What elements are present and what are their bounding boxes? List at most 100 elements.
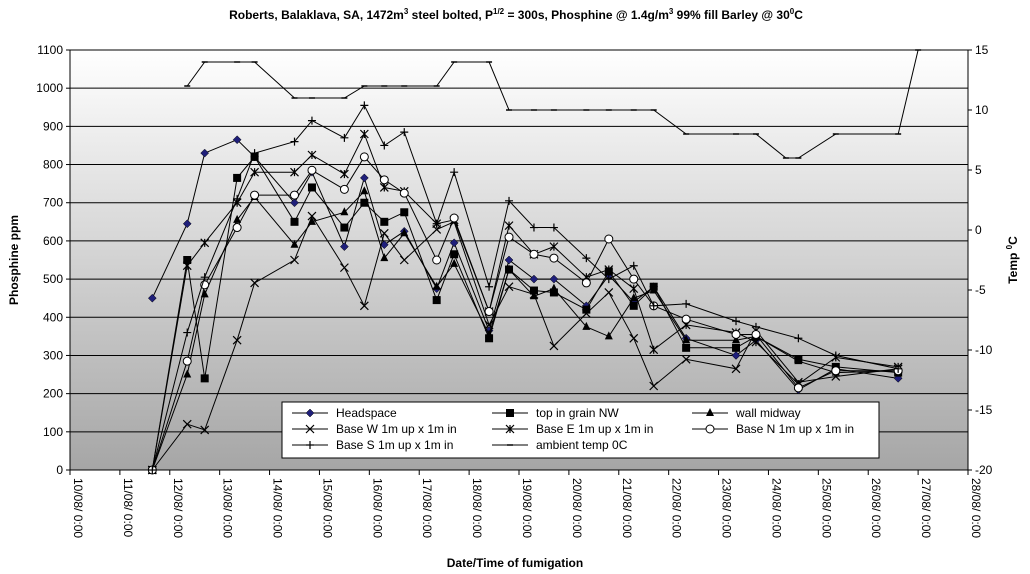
- data-point-marker: [751, 322, 760, 331]
- x-tick-label: 13/08/ 0:00: [221, 478, 235, 538]
- x-tick-label: 26/08/ 0:00: [869, 478, 883, 538]
- data-point-marker: [549, 223, 558, 232]
- data-point-marker: [549, 242, 559, 252]
- y-tick-label: 500: [43, 272, 63, 286]
- data-point-marker: [233, 214, 242, 223]
- data-point-marker: [183, 256, 192, 264]
- data-point-marker: [794, 334, 803, 343]
- x-tick-label: 16/08/ 0:00: [370, 478, 384, 538]
- data-point-marker: [582, 305, 591, 314]
- data-point-marker: [549, 288, 558, 297]
- data-point-marker: [732, 343, 741, 352]
- data-point-marker: [485, 282, 494, 291]
- data-point-marker: [290, 217, 299, 226]
- data-point-marker: [681, 354, 691, 364]
- data-point-marker: [432, 296, 441, 305]
- legend-label: Base W 1m up x 1m in: [336, 422, 457, 436]
- y2-tick-label: -20: [975, 463, 993, 477]
- data-point-marker: [705, 424, 715, 434]
- data-point-marker: [682, 335, 691, 344]
- data-point-marker: [649, 381, 659, 391]
- data-point-marker: [340, 223, 349, 232]
- data-point-marker: [529, 223, 538, 232]
- data-point-marker: [604, 265, 614, 274]
- data-point-marker: [183, 369, 192, 378]
- data-point-marker: [232, 335, 242, 345]
- data-point-marker: [359, 129, 369, 139]
- x-tick-label: 10/08/ 0:00: [71, 478, 85, 538]
- data-point-marker: [339, 184, 349, 194]
- y-tick-label: 0: [56, 463, 63, 477]
- data-point-marker: [793, 383, 803, 393]
- y2-tick-label: -15: [975, 403, 993, 417]
- data-point-marker: [706, 408, 714, 416]
- x-tick-label: 22/08/ 0:00: [670, 478, 684, 538]
- data-point-marker: [751, 337, 761, 347]
- y2-axis-title: Temp 0C: [1005, 236, 1020, 284]
- legend-label: wall midway: [735, 406, 801, 420]
- data-point-marker: [529, 274, 539, 284]
- data-point-marker: [581, 309, 591, 318]
- data-point-marker: [359, 173, 369, 183]
- x-tick-label: 19/08/ 0:00: [520, 478, 534, 538]
- series-line: [186, 49, 919, 159]
- data-point-marker: [549, 274, 559, 284]
- data-point-marker: [339, 263, 349, 273]
- data-point-marker: [604, 275, 613, 284]
- series-ambient-temp-0c: [184, 49, 922, 159]
- data-point-marker: [182, 419, 192, 429]
- data-point-marker: [794, 356, 803, 365]
- data-point-marker: [449, 213, 459, 223]
- x-axis-title: Date/Time of fumigation: [447, 556, 583, 570]
- data-point-marker: [380, 217, 389, 226]
- data-point-marker: [307, 216, 316, 225]
- legend-item: Base W 1m up x 1m in: [292, 422, 457, 436]
- x-tick-label: 23/08/ 0:00: [720, 478, 734, 538]
- legend-item: wall midway: [692, 406, 801, 420]
- data-point-marker: [250, 190, 260, 200]
- data-point-marker: [307, 116, 316, 125]
- data-point-marker: [380, 141, 389, 150]
- data-point-marker: [233, 194, 242, 203]
- data-point-marker: [399, 255, 409, 265]
- y-tick-label: 200: [43, 387, 63, 401]
- legend-label: ambient temp 0C: [536, 438, 628, 452]
- data-point-marker: [894, 364, 903, 373]
- data-point-marker: [359, 301, 369, 311]
- data-point-marker: [360, 198, 369, 207]
- data-point-marker: [432, 281, 441, 290]
- data-point-marker: [485, 329, 494, 338]
- data-point-marker: [505, 424, 515, 434]
- data-point-marker: [549, 283, 558, 292]
- x-tick-label: 14/08/ 0:00: [271, 478, 285, 538]
- data-point-marker: [450, 250, 459, 259]
- data-point-marker: [360, 101, 369, 110]
- y-tick-label: 1100: [37, 43, 63, 57]
- data-point-marker: [290, 190, 299, 200]
- y2-tick-label: -10: [975, 343, 993, 357]
- data-point-marker: [604, 234, 614, 244]
- data-point-marker: [504, 282, 514, 292]
- data-point-marker: [582, 254, 591, 263]
- data-point-marker: [549, 341, 559, 351]
- x-tick-label: 12/08/ 0:00: [171, 478, 185, 538]
- data-point-marker: [182, 356, 192, 366]
- data-point-marker: [380, 253, 389, 262]
- data-point-marker: [484, 307, 494, 317]
- data-point-marker: [432, 219, 441, 228]
- data-point-marker: [379, 183, 389, 192]
- data-point-marker: [529, 249, 539, 259]
- y2-tick-label: 15: [975, 43, 989, 57]
- data-point-marker: [751, 329, 761, 339]
- x-tick-label: 21/08/ 0:00: [620, 478, 634, 538]
- data-point-marker: [831, 351, 840, 360]
- data-point-marker: [290, 167, 299, 177]
- x-tick-label: 24/08/ 0:00: [769, 478, 783, 538]
- data-point-marker: [731, 364, 741, 374]
- data-point-marker: [360, 186, 369, 195]
- x-tick-label: 28/08/ 0:00: [969, 478, 983, 538]
- data-point-marker: [449, 238, 459, 248]
- data-point-marker: [731, 351, 741, 360]
- tick-labels: 010020030040050060070080090010001100-20-…: [36, 43, 992, 538]
- data-point-marker: [200, 374, 209, 383]
